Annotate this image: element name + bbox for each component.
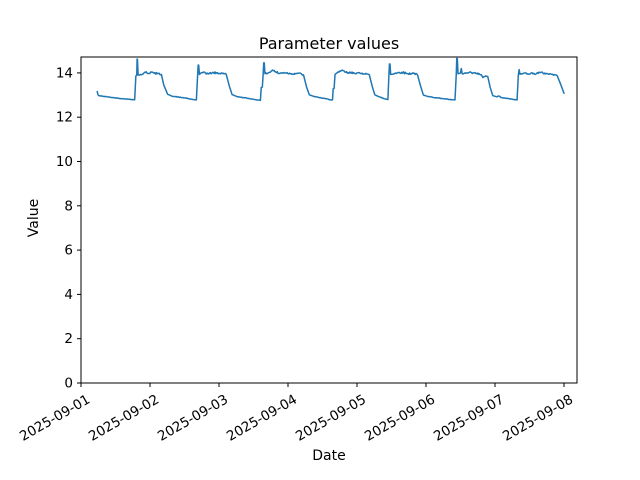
y-tick-label: 12 — [56, 110, 73, 126]
x-tick-label: 2025-09-08 — [500, 392, 576, 445]
x-tick-label: 2025-09-07 — [431, 392, 507, 445]
y-tick-label: 0 — [64, 376, 73, 392]
data-line — [96, 57, 565, 102]
plot-border — [80, 56, 578, 384]
y-tick-label: 4 — [64, 287, 73, 303]
y-tick-label: 2 — [64, 331, 73, 347]
y-tick-label: 14 — [56, 65, 73, 81]
x-tick-label: 2025-09-04 — [224, 392, 300, 445]
x-tick-label: 2025-09-05 — [293, 392, 369, 445]
x-tick-label: 2025-09-01 — [17, 392, 93, 445]
x-axis-label: Date — [312, 448, 346, 464]
y-tick-label: 8 — [64, 198, 73, 214]
x-tick-label: 2025-09-06 — [362, 392, 438, 445]
chart-title: Parameter values — [258, 34, 400, 53]
x-tick-label: 2025-09-02 — [86, 392, 162, 445]
x-tick-label: 2025-09-03 — [155, 392, 231, 445]
y-tick-label: 6 — [64, 243, 73, 259]
y-tick-label: 10 — [56, 154, 73, 170]
